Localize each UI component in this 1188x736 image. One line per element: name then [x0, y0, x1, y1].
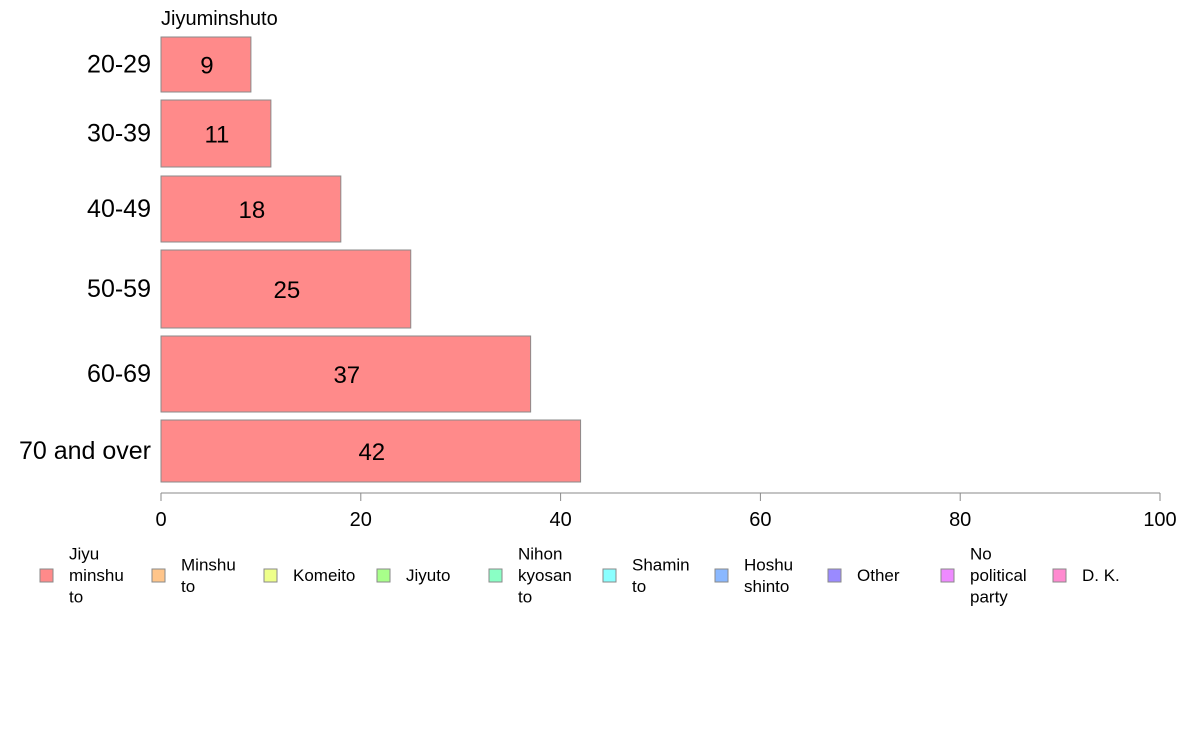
legend-label: Jiyuto — [406, 566, 450, 585]
legend-label: Jiyu minshu to — [69, 545, 124, 607]
legend-swatch — [602, 568, 617, 583]
x-tick-label: 80 — [949, 509, 971, 531]
legend-label: Hoshu shinto — [744, 555, 793, 596]
category-label: 60-69 — [87, 360, 151, 388]
legend-swatch — [39, 568, 54, 583]
legend-swatch — [1052, 568, 1067, 583]
bar — [160, 249, 412, 329]
bar-value-label: 37 — [333, 362, 360, 389]
bar-value-label: 25 — [274, 277, 301, 304]
legend-label: Minshu to — [181, 555, 236, 596]
bar-value-label: 42 — [358, 439, 385, 466]
legend-label: No political party — [970, 545, 1027, 607]
legend-swatch — [488, 568, 503, 583]
legend-item: Shamin to — [602, 555, 690, 596]
legend-swatch — [376, 568, 391, 583]
legend-swatch — [151, 568, 166, 583]
legend-label: Other — [857, 566, 900, 585]
category-label: 30-39 — [87, 120, 151, 148]
bar — [160, 99, 272, 168]
legend-item: Jiyuto — [376, 566, 450, 585]
category-label: 20-29 — [87, 51, 151, 79]
legend-label: Shamin to — [632, 555, 690, 596]
x-tick-label: 60 — [749, 509, 771, 531]
bar — [160, 335, 532, 413]
legend-item: Other — [827, 566, 900, 585]
legend-item: Minshu to — [151, 555, 236, 596]
category-label: 40-49 — [87, 195, 151, 223]
bar — [160, 419, 582, 483]
category-label: 50-59 — [87, 275, 151, 303]
legend-swatch — [827, 568, 842, 583]
legend-label: Komeito — [293, 566, 355, 585]
x-axis: 0 20 40 60 80 100 — [155, 492, 1177, 531]
legend-item: No political party — [940, 545, 1027, 607]
bars: 20-29 9 30-39 11 40-49 18 50-59 25 60-69 37 70 and… — [19, 36, 582, 483]
x-tick-label: 100 — [1143, 509, 1176, 531]
legend-swatch — [940, 568, 955, 583]
x-tick-label: 0 — [155, 509, 166, 531]
legend-item: Jiyu minshu to — [39, 545, 124, 607]
x-tick-label: 40 — [549, 509, 571, 531]
legend-item: Komeito — [263, 566, 355, 585]
legend-item: Hoshu shinto — [714, 555, 793, 596]
legend-item: Nihon kyosan to — [488, 545, 572, 607]
bar — [160, 36, 252, 93]
legend-swatch — [714, 568, 729, 583]
legend-item: D. K. — [1052, 566, 1120, 585]
legend-label: Nihon kyosan to — [518, 545, 572, 607]
bar — [160, 175, 342, 243]
bar-value-label: 11 — [204, 122, 229, 149]
bar-value-label: 18 — [239, 197, 266, 224]
bar-value-label: 9 — [200, 53, 213, 80]
legend-label: D. K. — [1082, 566, 1120, 585]
legend-swatch — [263, 568, 278, 583]
category-label: 70 and over — [19, 437, 151, 465]
legend: Jiyu minshu to Minshu to Komeito Jiyuto Nihon ky… — [39, 545, 1120, 607]
chart-title: Jiyuminshuto — [161, 8, 278, 30]
x-tick-label: 20 — [350, 509, 372, 531]
